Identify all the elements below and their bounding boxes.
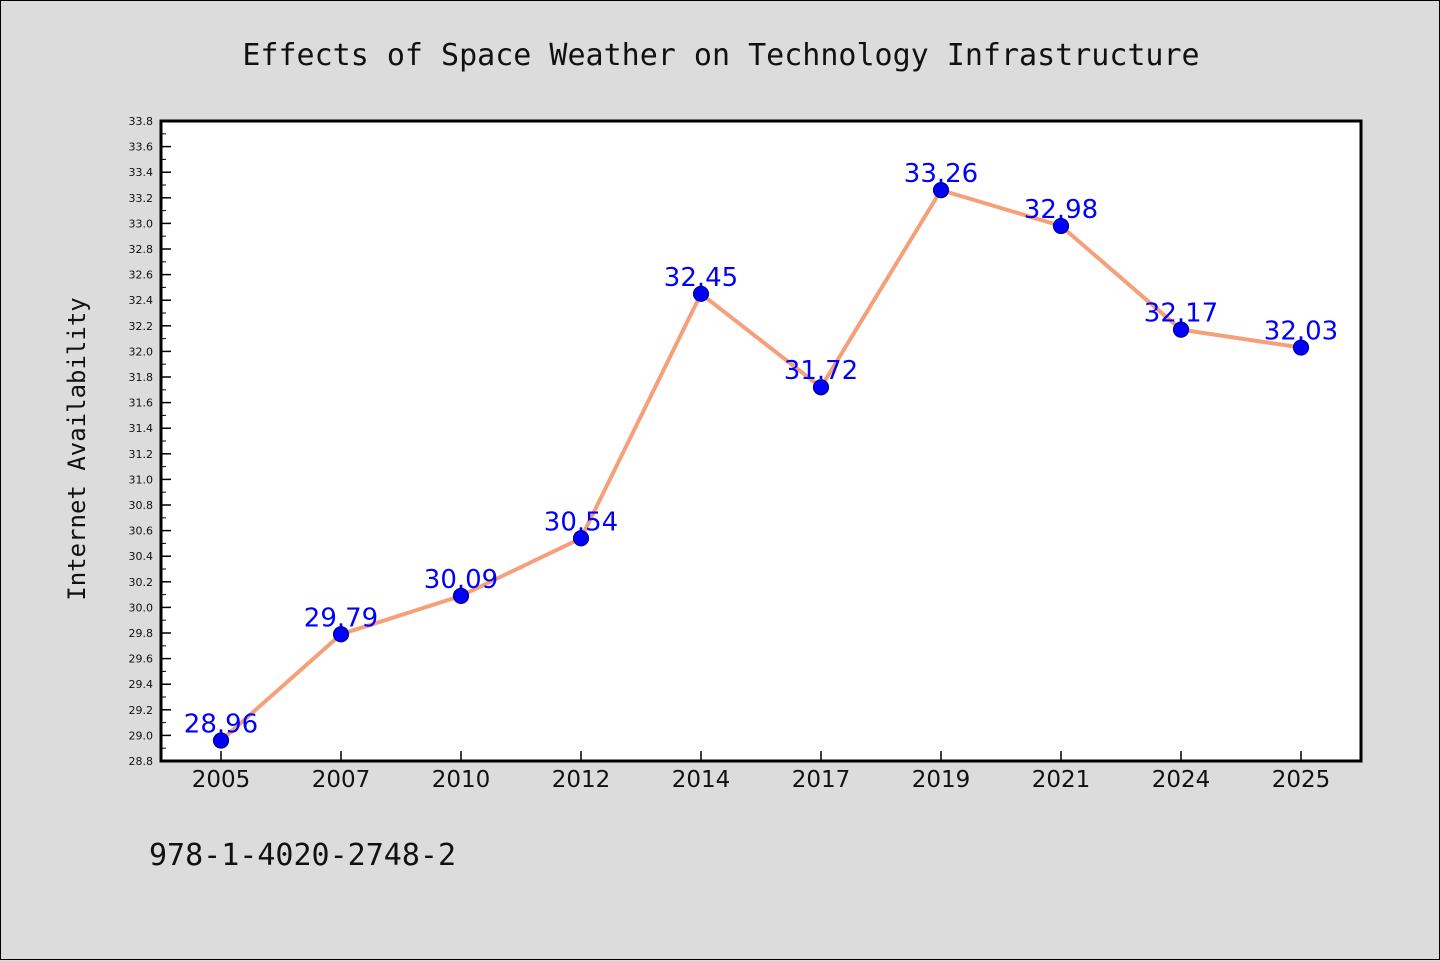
data-point [452, 587, 470, 604]
plot-border [159, 119, 1363, 763]
x-tick-label: 2005 [192, 767, 251, 793]
x-tick-label: 2019 [912, 767, 971, 793]
y-tick-label: 31.4 [129, 422, 154, 435]
y-tick-label: 30.0 [129, 601, 154, 614]
y-tick-label: 32.0 [129, 345, 154, 358]
y-tick-label: 32.8 [129, 243, 154, 256]
y-tick-label: 29.4 [129, 678, 154, 691]
y-tick-label: 29.0 [129, 729, 154, 742]
y-tick-label: 32.2 [129, 320, 154, 333]
y-axis: 28.8 29.0 29.2 29.4 29.6 29.8 30.0 30.2 30.4 30.6… [129, 115, 171, 768]
y-tick-label: 29.2 [129, 704, 154, 717]
data-markers [212, 182, 1310, 749]
y-tick-label: 29.6 [129, 653, 154, 666]
y-tick-label: 30.6 [129, 525, 154, 538]
y-tick-label: 31.6 [129, 397, 154, 410]
data-label: 30.09 [424, 565, 498, 595]
plot-area [161, 121, 1361, 761]
y-tick-label: 31.0 [129, 473, 154, 486]
data-label: 29.79 [304, 603, 378, 633]
data-point [332, 626, 350, 643]
data-label: 32.03 [1264, 317, 1338, 347]
data-point [1292, 339, 1310, 356]
x-tick-label: 2012 [552, 767, 611, 793]
y-tick-label: 30.2 [129, 576, 154, 589]
data-label: 31.72 [784, 356, 858, 386]
y-tick-label: 32.4 [129, 294, 154, 307]
y-tick-label: 28.8 [129, 755, 154, 768]
y-tick-label: 33.2 [129, 192, 154, 205]
x-axis: 2005 2007 2010 2012 2014 2017 2019 2021 2024 2025 [192, 751, 1331, 793]
x-tick-label: 2007 [312, 767, 371, 793]
x-tick-label: 2017 [792, 767, 851, 793]
data-point [572, 530, 590, 547]
y-tick-label: 32.6 [129, 269, 154, 282]
data-label: 32.45 [664, 263, 738, 293]
data-label: 32.98 [1024, 195, 1098, 225]
data-point [692, 285, 710, 302]
y-tick-label: 30.4 [129, 550, 154, 563]
footnote-isbn: 978-1-4020-2748-2 [149, 838, 456, 873]
chart-title: Effects of Space Weather on Technology I… [242, 38, 1199, 73]
y-tick-label: 33.6 [129, 141, 154, 154]
x-tick-label: 2014 [672, 767, 731, 793]
data-label: 33.26 [904, 159, 978, 189]
x-tick-label: 2025 [1272, 767, 1331, 793]
y-tick-label: 31.2 [129, 448, 154, 461]
data-label: 30.54 [544, 507, 618, 537]
x-tick-label: 2024 [1152, 767, 1211, 793]
data-label: 32.17 [1144, 299, 1218, 329]
y-tick-label: 33.4 [129, 166, 154, 179]
y-tick-label: 33.8 [129, 115, 154, 128]
y-tick-label: 31.8 [129, 371, 154, 384]
y-tick-label: 29.8 [129, 627, 154, 640]
x-tick-label: 2021 [1032, 767, 1091, 793]
series-line [219, 188, 1302, 743]
y-tick-label: 33.0 [129, 217, 154, 230]
x-tick-label: 2010 [432, 767, 491, 793]
data-labels: 28.96 29.79 30.09 30.54 32.45 31.72 33.26 32.98… [184, 159, 1338, 739]
data-point [812, 379, 830, 396]
y-axis-label: Internet Availability [63, 297, 91, 600]
data-point [932, 182, 950, 199]
data-point [212, 732, 230, 749]
data-point [1172, 321, 1190, 338]
y-tick-label: 30.8 [129, 499, 154, 512]
data-point [1052, 217, 1070, 235]
data-label: 28.96 [184, 710, 258, 740]
